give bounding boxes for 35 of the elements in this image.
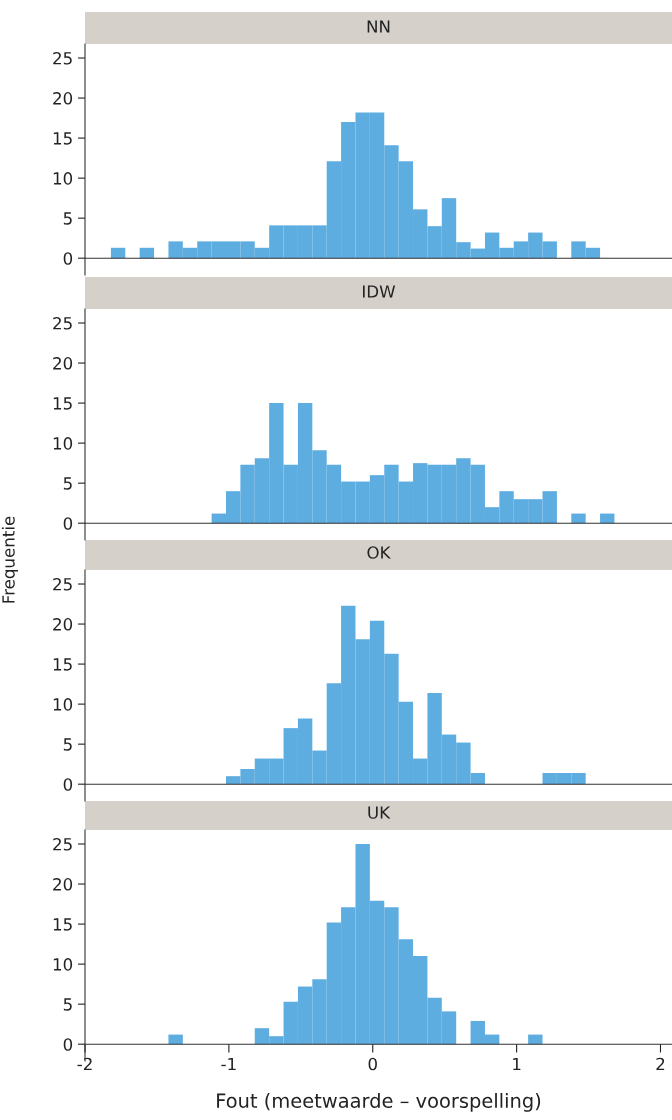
y-tick-label: 15 [53, 397, 72, 410]
y-tick-label: 5 [63, 738, 72, 751]
y-tick-label: 15 [53, 918, 72, 931]
y-tick-label: 10 [53, 437, 73, 450]
y-tick-label: 10 [53, 958, 73, 971]
y-tick-label: 20 [53, 618, 73, 631]
y-tick-label: 5 [63, 212, 72, 225]
y-tick-label: 20 [53, 878, 73, 891]
x-axis-title: Fout (meetwaarde – voorspelling) [217, 1092, 541, 1112]
y-tick-label: 0 [63, 778, 73, 791]
y-tick-label: 20 [53, 357, 73, 370]
x-tick-label: -1 [221, 1057, 236, 1071]
chart-title: UK [368, 806, 391, 819]
x-tick-label: 1 [513, 1057, 521, 1071]
chart-title: IDW [363, 285, 396, 298]
x-tick-label: -2 [77, 1057, 92, 1071]
x-tick-label: 0 [368, 1057, 377, 1071]
y-tick-label: 0 [63, 517, 73, 530]
y-tick-label: 15 [53, 658, 72, 671]
y-tick-label: 5 [63, 998, 72, 1011]
chart-title: NN [367, 20, 390, 33]
y-tick-label: 20 [53, 92, 73, 105]
y-tick-label: 5 [63, 477, 72, 490]
y-tick-label: 15 [53, 132, 72, 145]
y-tick-label: 10 [53, 698, 73, 711]
y-tick-label: 25 [53, 577, 72, 591]
y-axis-title: Frequentie [1, 516, 18, 603]
y-tick-label: 10 [53, 172, 73, 185]
y-tick-label: 25 [53, 316, 72, 330]
y-tick-label: 25 [53, 51, 72, 65]
chart-title: OK [367, 546, 391, 559]
x-tick-label: 2 [656, 1057, 665, 1071]
y-tick-label: 0 [63, 252, 73, 265]
y-tick-label: 25 [53, 837, 72, 851]
y-tick-label: 0 [63, 1038, 73, 1051]
